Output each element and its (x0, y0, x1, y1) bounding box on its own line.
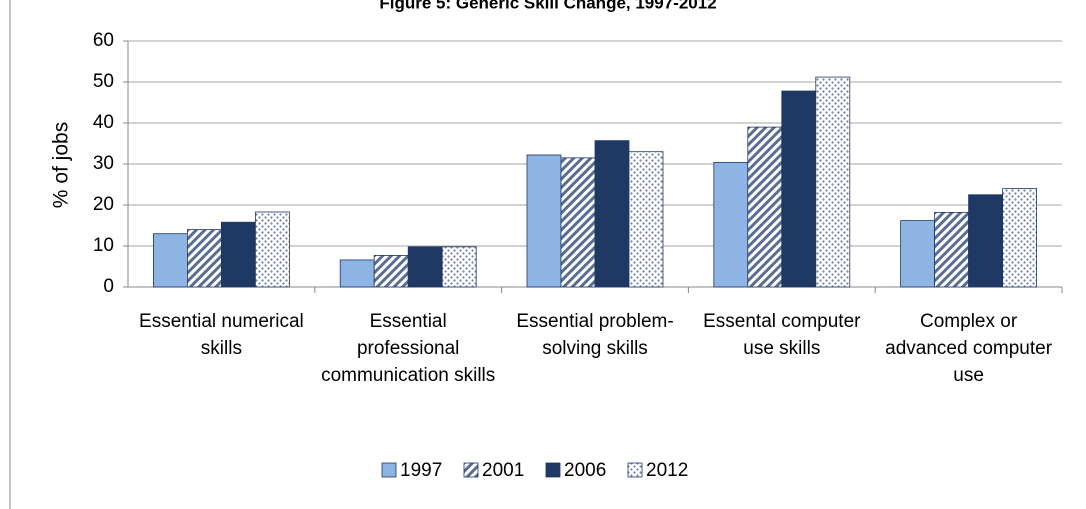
bar (407, 246, 443, 288)
y-tick-label: 10 (93, 235, 114, 256)
bar (254, 211, 290, 288)
bar (441, 246, 477, 288)
bar (186, 229, 222, 288)
legend-swatch (463, 462, 479, 478)
bar (900, 220, 935, 288)
legend-label: 2001 (482, 460, 524, 481)
legend-label: 1997 (400, 460, 442, 481)
y-tick-label: 20 (93, 194, 114, 215)
x-tick-label: Essental computer use skills (703, 311, 861, 359)
bar (747, 126, 783, 288)
legend-swatch (627, 462, 643, 478)
legend-label: 2006 (564, 460, 606, 481)
bar (339, 259, 375, 288)
bar (594, 140, 630, 288)
y-tick-label: 30 (93, 153, 114, 174)
bar (1002, 188, 1037, 288)
y-axis-label: % of jobs (50, 122, 73, 208)
bar (152, 233, 188, 288)
y-tick-label: 0 (103, 276, 114, 297)
bar (815, 76, 851, 288)
x-tick-label: Essential problem-solving skills (516, 311, 674, 359)
y-tick-label: 60 (93, 30, 114, 51)
legend-swatch (381, 462, 397, 478)
bar (526, 154, 562, 288)
bar (713, 161, 749, 288)
y-tick-label: 50 (93, 71, 114, 92)
chart-title: Figure 5: Generic Skill Change, 1997-201… (379, 0, 716, 12)
bar (628, 151, 664, 288)
x-tick-label: Essential numerical skills (139, 311, 304, 359)
bar (373, 255, 409, 288)
bar (560, 157, 596, 288)
y-tick-label: 40 (93, 112, 114, 133)
x-tick-label: Complex or advanced computer use (885, 311, 1053, 386)
legend-swatch (545, 462, 561, 478)
bar (934, 211, 969, 288)
bar (220, 221, 256, 288)
bar (781, 90, 817, 288)
bar (968, 194, 1003, 288)
legend-label: 2012 (646, 460, 688, 481)
x-tick-label: Essential professional communication ski… (321, 311, 496, 386)
